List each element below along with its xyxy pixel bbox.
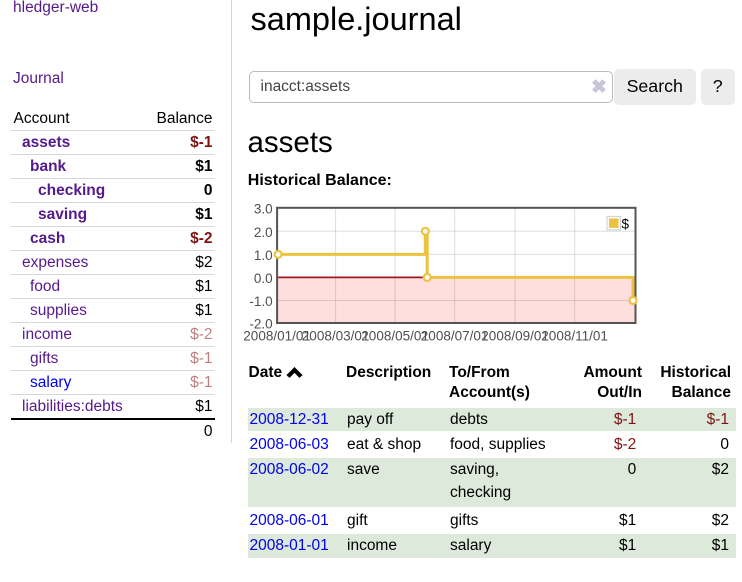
svg-text:2008/11/01: 2008/11/01	[541, 329, 608, 344]
svg-text:2008/07/01: 2008/07/01	[421, 329, 489, 344]
svg-text:1.0: 1.0	[254, 248, 273, 263]
svg-text:-1.0: -1.0	[249, 294, 272, 309]
svg-text:-2.0: -2.0	[249, 317, 272, 332]
svg-text:$: $	[622, 217, 630, 232]
svg-text:2008/09/01: 2008/09/01	[481, 329, 549, 344]
svg-text:3.0: 3.0	[254, 201, 273, 216]
svg-text:2008/01/01: 2008/01/01	[243, 329, 311, 344]
svg-text:2008/05/01: 2008/05/01	[361, 329, 429, 344]
svg-text:2008/03/01: 2008/03/01	[302, 329, 370, 344]
svg-text:0.0: 0.0	[254, 271, 273, 286]
svg-text:2.0: 2.0	[254, 225, 273, 240]
